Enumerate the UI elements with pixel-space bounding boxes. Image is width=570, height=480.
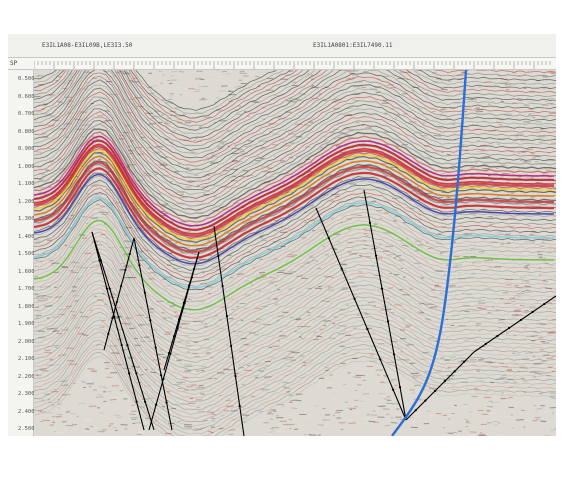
fault-line [133,237,173,431]
noise-texture [34,70,556,436]
fault-line [473,295,556,353]
horizon-line [34,197,554,289]
fault-line [405,351,475,421]
fault-lines [91,189,556,436]
time-tick-label: 0.900 [18,146,35,152]
time-tick-label: 1.100 [18,181,35,187]
horizon-line [34,135,554,227]
time-tick-label: 0.700 [18,111,35,117]
time-tick-label: 0.800 [18,128,35,135]
time-tick-label: 1.200 [18,198,35,205]
horizon-line [34,149,554,241]
fault-line [103,237,135,351]
header-left-label: E3IL1A08-E3IL09B,LE3I3.50 [42,42,133,49]
time-tick-label: 2.100 [18,356,35,362]
time-tick-label: 2.200 [18,373,35,380]
time-tick-label: 1.300 [18,216,35,222]
fault-line [91,231,155,431]
fault-line [148,251,200,431]
header-strip: E3IL1A08-E3IL09B,LE3I3.50 E3IL1A0801:E3I… [8,34,556,58]
header-center-label: E3IL1A0801:E3IL7490.11 [313,42,393,49]
well-trace [391,70,468,436]
well-path [391,70,468,436]
time-tick-label: 0.600 [18,93,35,100]
shotpoint-axis-label: SP [10,60,18,67]
shotpoint-ticks [34,61,551,69]
time-tick-label: 1.600 [18,268,35,275]
seismic-section [34,70,556,436]
horizon-line [34,173,554,265]
horizon-line [34,219,554,311]
time-tick-label: 1.700 [18,286,35,292]
time-tick-label: 2.500 [18,426,35,432]
time-tick-label: 2.400 [18,408,35,415]
horizon-line [34,155,554,247]
time-tick-label: 1.800 [18,303,35,310]
time-tick-label: 1.900 [18,321,35,327]
fault-line [91,231,145,431]
time-tick-label: 0.500 [18,76,35,82]
interpreted-horizons [34,135,554,311]
fault-line [213,225,245,436]
fault-line [363,189,407,421]
time-tick-label: 1.500 [18,251,35,257]
time-tick-label: 1.400 [18,233,35,240]
time-tick-label: 2.300 [18,391,35,397]
time-axis: 0.500 0.600 0.700 0.800 0.900 1.000 1.100 1.200… [8,70,35,436]
time-tick-label: 1.000 [18,163,35,170]
time-tick-label: 2.000 [18,338,35,345]
fault-line [315,207,407,421]
